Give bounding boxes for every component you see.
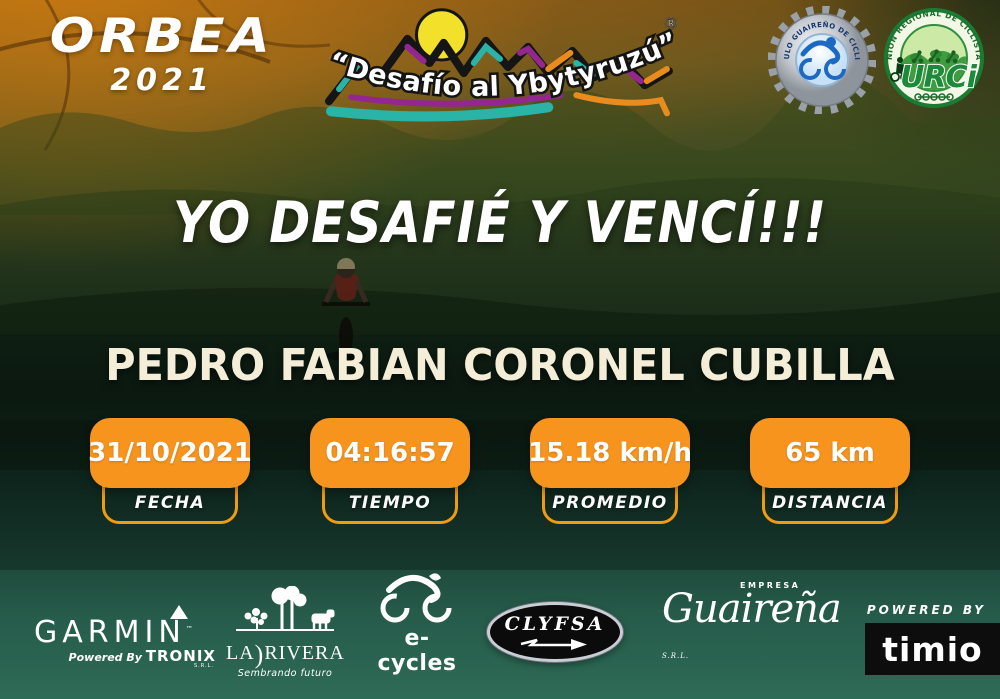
clyfsa-arrow-icon [520,638,587,650]
ecycles-cyclist-icon [380,573,452,623]
guairena-srl: S.R.L. [662,652,690,660]
urci-acronym: URCi [900,60,977,95]
tronix-srl-text: S.R.L. [193,663,214,669]
mini-cyclists [911,49,958,64]
mountain-color-accents [336,42,670,93]
guairena-logo: EMPRESA Guaireña S.R.L. [662,581,862,666]
stat-promedio: 15.18 km/h PROMEDIO [528,418,692,524]
guairena-script: Guaireña [662,586,842,632]
garmin-tm: ™ [185,625,193,633]
stat-tiempo: 04:16:57 TIEMPO [310,418,470,524]
chain-icon [914,93,954,101]
larivera-swoosh: ) [254,640,265,669]
larivera-logo: LA)RIVERA Sembrando futuro [226,585,344,679]
garmin-logo: GARMIN™ Powered By TRONIX S.R.L. [34,605,216,669]
organizer-badges: CIRCULO GUAIREÑO DE CICLISMO [768,6,990,114]
urci-badge: UNIÓN REGIONAL DE CICLISTAS URCi [878,6,984,108]
tronix-text: TRONIX [145,647,216,665]
larivera-name: LA)RIVERA [226,642,344,668]
urci-landscape [902,49,966,90]
timio-logo: POWERED BY timio [850,603,1000,675]
stat-value: 31/10/2021 [88,418,252,488]
timio-box: timio [865,623,1000,675]
larivera-tagline: Sembrando futuro [237,668,333,679]
stat-label: TIEMPO [348,493,432,513]
ecycles-name: e-cycles [377,626,457,676]
stat-value: 65 km [750,418,910,488]
cow-silhouette [311,609,335,630]
urci-rider-silhouette [890,57,910,82]
ecycles-logo: e-cycles [366,566,468,676]
stat-value: 15.18 km/h [528,418,692,488]
guairena-name: Guaireña S.R.L. [662,589,862,666]
clyfsa-name: CLYFSA [504,613,606,635]
orbea-logo: ORBEA 2021 [28,12,296,99]
event-logo: “Desafío al Ybytyruzú” ® [323,8,683,122]
timio-name: timio [882,629,983,669]
stats-row: 31/10/2021 FECHA 04:16:57 TIEMPO 15.18 k… [0,418,1000,524]
garmin-triangle-icon [170,605,188,619]
stat-label: FECHA [134,493,206,513]
club-cyclist-icon [799,37,846,80]
larivera-la: LA [226,642,255,664]
sponsor-bar: GARMIN™ Powered By TRONIX S.R.L. [0,573,1000,699]
larivera-farm-icon [236,585,335,631]
garmin-name: GARMIN™ [34,605,216,650]
clyfsa-logo: CLYFSA [487,602,623,662]
club-guaireno-badge: CIRCULO GUAIREÑO DE CICLISMO [768,6,876,114]
stat-label: PROMEDIO [552,493,668,513]
headline: YO DESAFIÉ Y VENCÍ!!! [172,190,828,256]
rider-name: PEDRO FABIAN CORONEL CUBILLA [105,340,895,391]
orbea-year-text: 2021 [110,63,214,99]
timio-powered-by: POWERED BY [866,603,986,617]
stat-label: DISTANCIA [772,493,888,513]
gear-teeth [768,6,876,114]
garmin-powered-by: Powered By TRONIX S.R.L. [34,648,216,669]
powered-by-text: Powered By [68,651,146,664]
registered-mark: ® [663,14,679,33]
garmin-text: GARMIN [34,615,186,650]
sun-icon [415,8,469,62]
stat-value: 04:16:57 [310,418,470,488]
stat-distancia: 65 km DISTANCIA [750,418,910,524]
guairena-empresa: EMPRESA [740,581,801,590]
logo-base-strokes [326,92,670,122]
orbea-brand-text: ORBEA [49,9,275,64]
stat-fecha: 31/10/2021 FECHA [88,418,252,524]
larivera-rivera: RIVERA [264,642,345,664]
